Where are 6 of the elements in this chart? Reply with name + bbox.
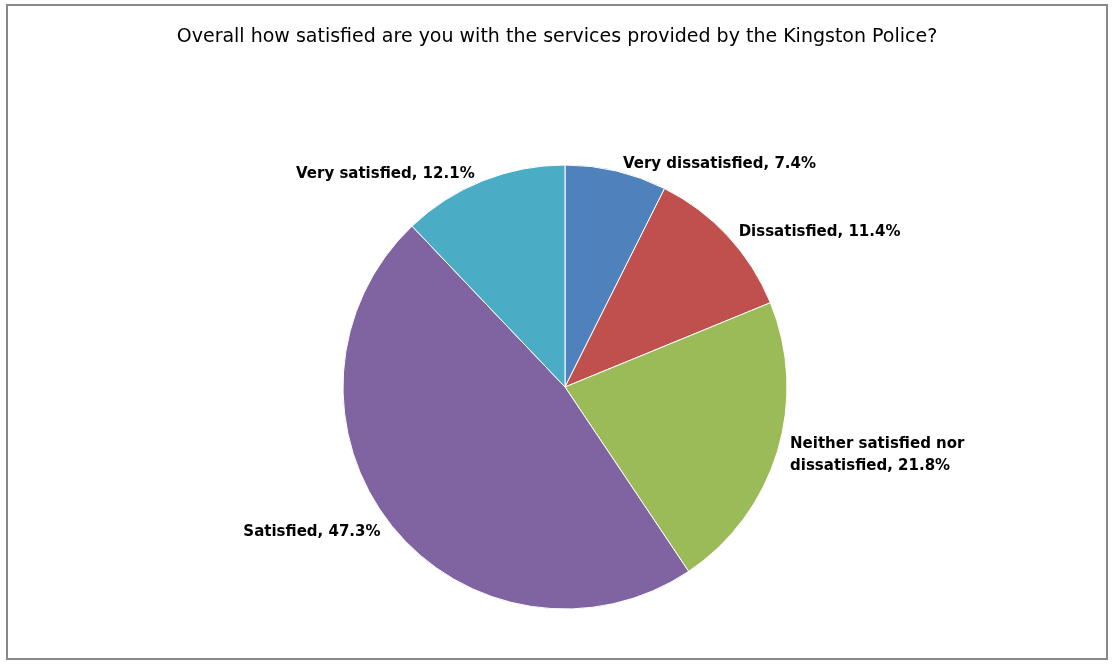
- chart-title: Overall how satisfied are you with the services provided by the Kingston Police?: [176, 23, 938, 46]
- slice-label: Neither satisfied nor dissatisfied, 21.8%: [790, 433, 970, 474]
- slice-label: Dissatisfied, 11.4%: [738, 221, 901, 240]
- slice-label: Very dissatisfied, 7.4%: [622, 154, 817, 173]
- slice-label: Very satisfied, 12.1%: [296, 164, 475, 183]
- slice-label: Satisfied, 47.3%: [243, 521, 381, 540]
